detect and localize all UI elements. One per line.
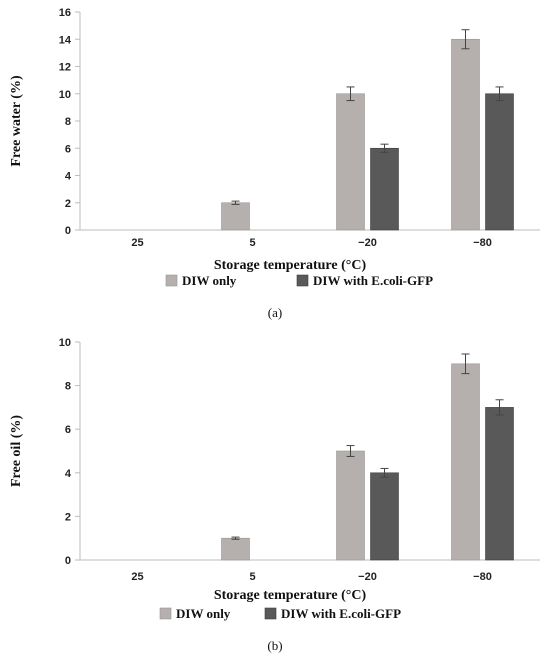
bar bbox=[370, 147, 399, 231]
x-tick-label: 25 bbox=[131, 237, 143, 249]
bar bbox=[485, 407, 514, 561]
y-tick-label: 8 bbox=[65, 381, 71, 393]
y-tick-label: 16 bbox=[59, 7, 71, 19]
panel-label: (a) bbox=[268, 305, 282, 320]
legend-swatch bbox=[264, 607, 277, 620]
y-tick-label: 12 bbox=[59, 62, 71, 74]
x-tick-label: −20 bbox=[358, 571, 377, 583]
y-axis-title: Free water (%) bbox=[9, 75, 24, 167]
legend-swatch bbox=[296, 274, 309, 287]
chart-panel-a: 0 2 4 6 8 10 12 14 16 25 5 −20 −80 Storage temperatur… bbox=[9, 7, 540, 320]
legend-label: DIW with E.coli-GFP bbox=[313, 273, 433, 288]
legend-label: DIW with E.coli-GFP bbox=[281, 606, 401, 621]
bar bbox=[336, 450, 365, 561]
y-axis-title: Free oil (%) bbox=[9, 415, 24, 487]
bar bbox=[221, 202, 250, 231]
bar bbox=[485, 93, 514, 231]
legend-swatch bbox=[165, 274, 178, 287]
bar bbox=[336, 93, 365, 231]
y-tick-label: 10 bbox=[59, 89, 71, 101]
panel-label: (b) bbox=[267, 638, 282, 653]
chart-b-svg: 0 2 4 6 8 10 25 5 −20 −80 Storage temperature (°C)… bbox=[9, 337, 540, 653]
legend-label: DIW only bbox=[176, 606, 231, 621]
y-tick-label: 4 bbox=[65, 171, 72, 183]
chart-a-svg: 0 2 4 6 8 10 12 14 16 25 5 −20 −80 Storage temperatur… bbox=[9, 7, 540, 320]
y-tick-label: 6 bbox=[65, 424, 71, 436]
x-tick-label: −80 bbox=[473, 237, 492, 249]
x-tick-label: 25 bbox=[131, 571, 143, 583]
y-tick-label: 10 bbox=[59, 337, 71, 349]
bar bbox=[451, 363, 480, 561]
bar bbox=[451, 38, 480, 231]
y-tick-label: 14 bbox=[59, 34, 72, 46]
x-axis-title: Storage temperature (°C) bbox=[214, 258, 367, 273]
legend-label: DIW only bbox=[182, 273, 237, 288]
bar bbox=[370, 472, 399, 561]
x-tick-label: 5 bbox=[249, 237, 255, 249]
x-axis-title: Storage temperature (°C) bbox=[214, 588, 367, 603]
chart-panel-b: 0 2 4 6 8 10 25 5 −20 −80 Storage temperature (°C)… bbox=[0, 330, 550, 660]
y-tick-label: 2 bbox=[65, 511, 71, 523]
x-tick-label: 5 bbox=[249, 571, 255, 583]
y-tick-label: 0 bbox=[65, 555, 71, 567]
y-tick-label: 8 bbox=[65, 116, 71, 128]
bar bbox=[221, 537, 250, 561]
x-tick-label: −80 bbox=[473, 571, 492, 583]
y-tick-label: 6 bbox=[65, 143, 71, 155]
x-tick-label: −20 bbox=[358, 237, 377, 249]
y-tick-label: 4 bbox=[65, 468, 72, 480]
y-tick-label: 0 bbox=[65, 225, 71, 237]
legend-swatch bbox=[159, 607, 172, 620]
y-tick-label: 2 bbox=[65, 198, 71, 210]
